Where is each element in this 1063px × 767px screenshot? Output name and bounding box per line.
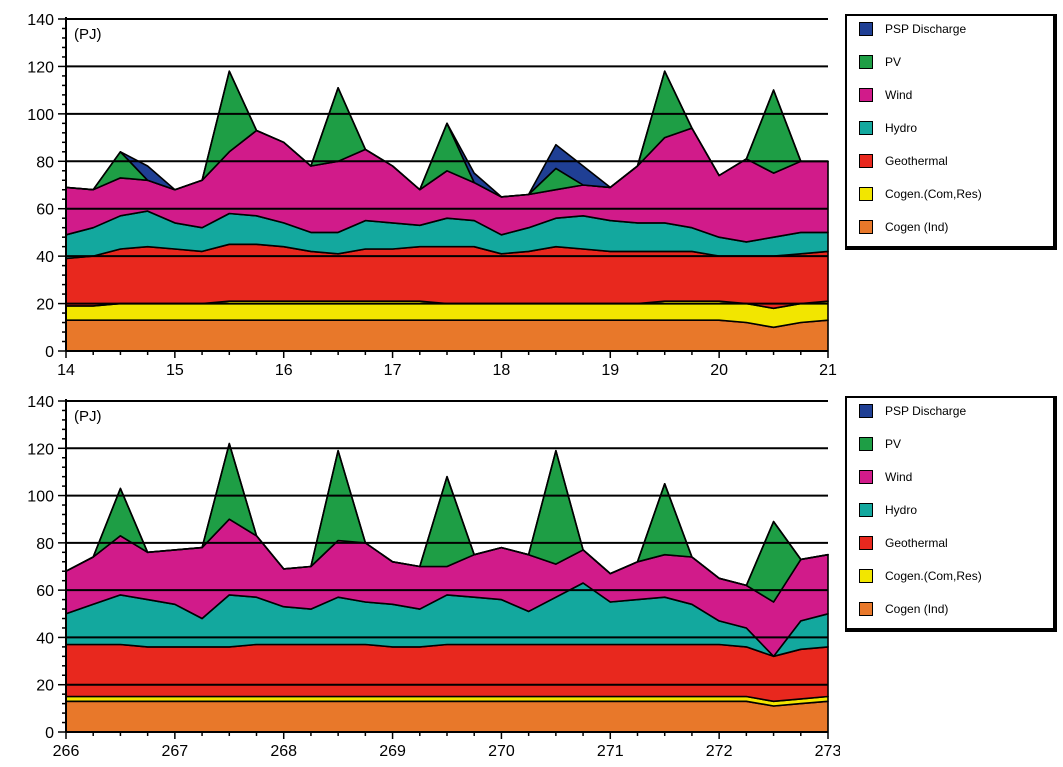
legend-item: Wind xyxy=(859,467,912,487)
legend-swatch xyxy=(859,22,873,36)
legend-label: PV xyxy=(885,55,902,69)
legend-item: PSP Discharge xyxy=(859,401,966,421)
legend-swatch xyxy=(859,503,873,517)
area-geothermal xyxy=(65,643,829,703)
legend-label: Geothermal xyxy=(885,154,948,168)
legend-item: Cogen (Ind) xyxy=(859,599,948,619)
x-tick-label: 269 xyxy=(379,743,406,760)
legend-swatch xyxy=(859,536,873,550)
area-cogen-ind xyxy=(65,319,829,352)
legend-label: Hydro xyxy=(885,121,918,135)
x-tick-label: 15 xyxy=(166,362,184,379)
legend-item: PSP Discharge xyxy=(859,19,966,39)
legend-item: Cogen.(Com,Res) xyxy=(859,184,982,204)
legend-swatch xyxy=(859,121,873,135)
legend-item: Cogen.(Com,Res) xyxy=(859,566,982,586)
x-tick-label: 270 xyxy=(488,743,515,760)
legend-label: Cogen.(Com,Res) xyxy=(885,187,982,201)
legend-swatch xyxy=(859,55,873,69)
legend-swatch xyxy=(859,602,873,616)
legend-item: Cogen (Ind) xyxy=(859,217,948,237)
y-tick-label: 40 xyxy=(36,630,54,647)
y-tick-label: 140 xyxy=(27,394,54,411)
legend-item: Hydro xyxy=(859,118,917,138)
legend-label: Geothermal xyxy=(885,536,948,550)
x-tick-label: 17 xyxy=(384,362,402,379)
legend-label: Cogen.(Com,Res) xyxy=(885,569,982,583)
area-psp-discharge xyxy=(65,442,829,587)
y-tick-label: 40 xyxy=(36,249,54,266)
legend-item: PV xyxy=(859,434,901,454)
legend-item: PV xyxy=(859,52,901,72)
x-tick-label: 272 xyxy=(706,743,733,760)
legend-label: PSP Discharge xyxy=(885,22,967,36)
y-tick-label: 100 xyxy=(27,107,54,124)
legend-label: Cogen (Ind) xyxy=(885,220,949,234)
legend-swatch xyxy=(859,437,873,451)
y-tick-label: 140 xyxy=(27,12,54,29)
legend-item: Hydro xyxy=(859,500,917,520)
y-tick-label: 100 xyxy=(27,489,54,506)
x-tick-label: 14 xyxy=(57,362,75,379)
y-tick-label: 80 xyxy=(36,536,54,553)
x-tick-label: 273 xyxy=(815,743,840,760)
y-tick-label: 0 xyxy=(45,344,54,361)
legend-label: Hydro xyxy=(885,503,918,517)
y-tick-label: 60 xyxy=(36,583,54,600)
y-tick-label: 0 xyxy=(45,725,54,742)
legend-bottom: PSP Discharge PV Wind Hydro Geothermal Cogen.… xyxy=(845,396,1057,632)
y-tick-label: 120 xyxy=(27,441,54,458)
x-tick-label: 268 xyxy=(270,743,297,760)
x-tick-label: 266 xyxy=(53,743,80,760)
unit-label: (PJ) xyxy=(74,26,102,43)
area-cogen-ind xyxy=(65,700,829,733)
legend-swatch xyxy=(859,569,873,583)
legend-label: Wind xyxy=(885,470,913,484)
legend-label: Cogen (Ind) xyxy=(885,602,949,616)
legend-swatch xyxy=(859,187,873,201)
x-tick-label: 20 xyxy=(710,362,728,379)
legend-swatch xyxy=(859,154,873,168)
x-tick-label: 21 xyxy=(819,362,837,379)
unit-label: (PJ) xyxy=(74,408,102,425)
legend-top: PSP Discharge PV Wind Hydro Geothermal Cogen.… xyxy=(845,14,1057,250)
y-tick-label: 120 xyxy=(27,59,54,76)
legend-swatch xyxy=(859,220,873,234)
legend-swatch xyxy=(859,470,873,484)
legend-item: Geothermal xyxy=(859,151,948,171)
x-tick-label: 19 xyxy=(601,362,619,379)
legend-swatch xyxy=(859,88,873,102)
legend-label: PSP Discharge xyxy=(885,404,967,418)
y-tick-label: 20 xyxy=(36,297,54,314)
y-tick-label: 80 xyxy=(36,154,54,171)
legend-label: Wind xyxy=(885,88,913,102)
legend-item: Geothermal xyxy=(859,533,948,553)
chart-top: 0 20 40 60 80 100 120 140 14 15 16 17 18 19 20 21 (PJ) xyxy=(27,12,837,379)
x-tick-label: 271 xyxy=(597,743,624,760)
x-tick-label: 18 xyxy=(493,362,511,379)
chart-bottom: 0 20 40 60 80 100 120 140 266 267 268 269 270 271 272 2… xyxy=(27,394,840,760)
legend-item: Wind xyxy=(859,85,912,105)
legend-label: PV xyxy=(885,437,902,451)
y-tick-label: 60 xyxy=(36,202,54,219)
x-tick-label: 16 xyxy=(275,362,293,379)
legend-swatch xyxy=(859,404,873,418)
x-tick-label: 267 xyxy=(162,743,189,760)
y-tick-label: 20 xyxy=(36,678,54,695)
